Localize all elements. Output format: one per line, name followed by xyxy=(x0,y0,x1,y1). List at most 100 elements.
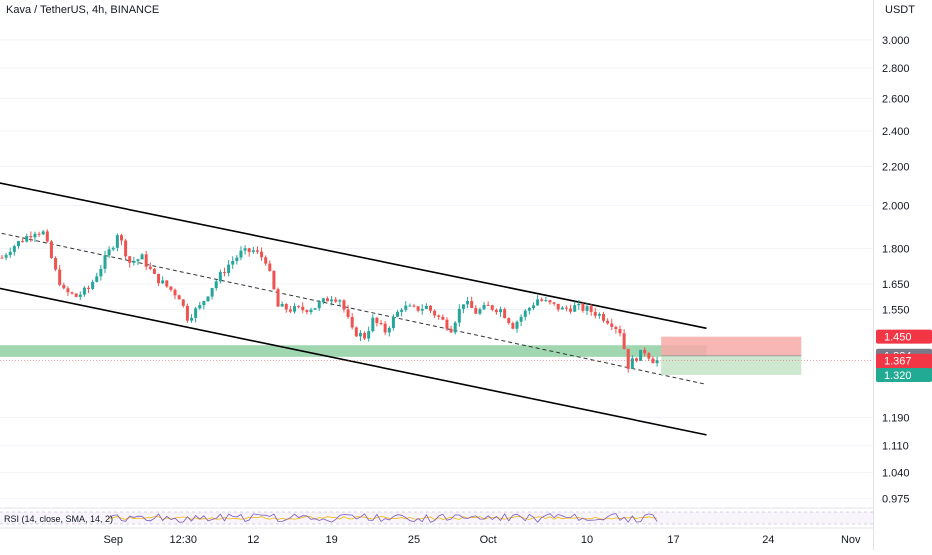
candle-body xyxy=(260,251,264,258)
candle-body xyxy=(62,284,66,289)
candle-body xyxy=(503,309,507,319)
candle-body xyxy=(564,307,568,309)
candle-body xyxy=(313,308,317,310)
candle-body xyxy=(198,305,202,309)
candle-body xyxy=(441,316,445,320)
channel-upper-line xyxy=(0,182,707,330)
candle-body xyxy=(124,240,128,257)
candle-body xyxy=(420,308,424,311)
candle-body xyxy=(540,299,544,301)
candle-body xyxy=(111,247,115,250)
currency-label[interactable]: USDT xyxy=(885,4,915,16)
candle-body xyxy=(461,304,465,309)
candle-body xyxy=(157,273,161,284)
candle-body xyxy=(4,255,8,258)
candle-body xyxy=(235,257,239,262)
candle-body xyxy=(231,261,235,265)
candle-body xyxy=(478,309,482,314)
candle-body xyxy=(375,317,379,324)
candle-body xyxy=(400,309,404,312)
candle-body xyxy=(169,286,173,290)
candle-body xyxy=(346,309,350,317)
candle-body xyxy=(437,315,441,317)
candle-body xyxy=(416,306,420,311)
chart-title: Kava / TetherUS, 4h, BINANCE xyxy=(6,4,160,16)
candle-body xyxy=(428,305,432,311)
candle-body xyxy=(206,296,210,302)
candle-body xyxy=(148,266,152,269)
candle-body xyxy=(404,305,408,310)
candle-body xyxy=(194,308,198,318)
candle-body xyxy=(457,308,461,323)
candle-body xyxy=(499,309,503,313)
candle-body xyxy=(173,289,177,296)
candle-body xyxy=(597,314,601,316)
candle-body xyxy=(161,280,165,284)
candle-body xyxy=(622,333,626,349)
candle-body xyxy=(99,268,103,277)
candle-body xyxy=(309,309,313,312)
candle-body xyxy=(527,307,531,311)
support-zone xyxy=(0,345,707,357)
candle-body xyxy=(531,305,535,308)
candle-body xyxy=(317,302,321,309)
candle-body xyxy=(396,311,400,317)
candle-body xyxy=(132,261,136,263)
candle-body xyxy=(29,236,33,238)
price-axis[interactable] xyxy=(873,0,932,550)
candle-body xyxy=(218,272,222,282)
candle-body xyxy=(474,308,478,314)
candle-body xyxy=(507,318,511,324)
candle-body xyxy=(391,316,395,328)
candle-body xyxy=(103,255,107,269)
candle-body xyxy=(268,263,272,271)
candle-body xyxy=(214,281,218,289)
candle-body xyxy=(379,323,383,325)
candle-body xyxy=(367,331,371,339)
candle-body xyxy=(87,287,91,289)
candle-body xyxy=(618,329,622,334)
candle-body xyxy=(330,299,334,302)
candles-layer xyxy=(0,229,659,373)
candle-body xyxy=(412,305,416,307)
candle-body xyxy=(515,321,519,329)
candle-body xyxy=(433,310,437,316)
candle-body xyxy=(239,250,243,258)
candle-body xyxy=(276,289,280,307)
candle-body xyxy=(140,254,144,260)
candle-body xyxy=(602,314,606,321)
short-position-layer xyxy=(0,336,873,376)
candle-body xyxy=(181,299,185,306)
candle-body xyxy=(222,272,226,274)
candle-body xyxy=(363,332,367,339)
candle-body xyxy=(288,309,292,312)
candle-body xyxy=(325,298,329,302)
candle-body xyxy=(21,241,25,243)
candle-body xyxy=(8,251,12,256)
grid xyxy=(0,39,873,500)
candle-body xyxy=(91,281,95,289)
candle-body xyxy=(358,332,362,337)
candle-body xyxy=(544,300,548,302)
stop-loss-zone xyxy=(661,336,802,356)
candle-body xyxy=(243,248,247,251)
candle-body xyxy=(227,264,231,274)
take-profit-zone xyxy=(661,355,802,376)
candle-body xyxy=(128,256,132,263)
candle-body xyxy=(630,358,634,369)
rsi-ma-line xyxy=(109,516,658,520)
candle-body xyxy=(614,326,618,330)
candle-body xyxy=(165,280,169,287)
candle-body xyxy=(647,353,651,359)
candle-body xyxy=(556,303,560,310)
candle-body xyxy=(593,311,597,316)
candle-body xyxy=(334,299,338,302)
candle-body xyxy=(74,293,78,297)
candle-body xyxy=(202,301,206,306)
candle-body xyxy=(107,249,111,256)
candle-body xyxy=(486,304,490,306)
candle-body xyxy=(301,306,305,311)
candle-body xyxy=(655,360,659,364)
